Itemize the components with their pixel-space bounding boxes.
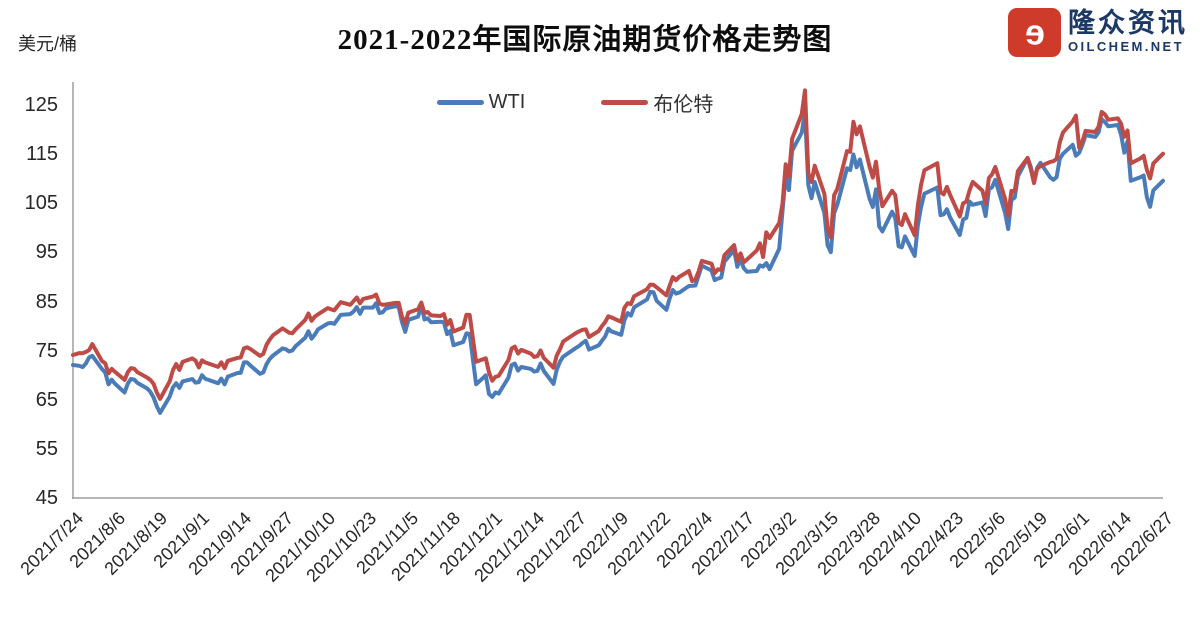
- legend-item-wti: WTI: [436, 88, 526, 117]
- brent-legend-label: 布伦特: [653, 94, 714, 116]
- y-tick-label: 45: [35, 487, 58, 509]
- y-tick-label: 55: [35, 437, 58, 460]
- svg-text:e: e: [1025, 14, 1045, 52]
- y-tick-label: 65: [35, 388, 58, 411]
- legend-item-brent: 布伦特: [601, 88, 713, 117]
- y-tick-label: 115: [26, 143, 58, 166]
- wti-legend-label: WTI: [488, 91, 526, 113]
- brand-name: 隆众资讯: [1068, 8, 1188, 38]
- brand-domain: OILCHEM.NET: [1068, 39, 1184, 55]
- legend: WTI 布伦特: [0, 88, 1150, 117]
- wti-line: [71, 109, 1165, 415]
- brent-line: [71, 88, 1165, 401]
- oilchem-e-icon: e: [1008, 8, 1061, 57]
- y-tick-label: 95: [35, 241, 58, 264]
- brent-legend-swatch: [601, 100, 649, 105]
- oilchem-logo: e 隆众资讯 OILCHEM.NET: [1008, 8, 1188, 57]
- y-tick-label: 105: [24, 192, 58, 215]
- y-axis-unit-label: 美元/桶: [18, 34, 78, 54]
- y-tick-label: 75: [35, 339, 58, 362]
- y-tick-label: 125: [24, 94, 58, 116]
- y-tick-label: 85: [35, 290, 58, 313]
- wti-legend-swatch: [436, 100, 484, 105]
- chart-title: 2021-2022年国际原油期货价格走势图: [337, 24, 833, 56]
- oilchem-logo-text: 隆众资讯 OILCHEM.NET: [1068, 8, 1188, 55]
